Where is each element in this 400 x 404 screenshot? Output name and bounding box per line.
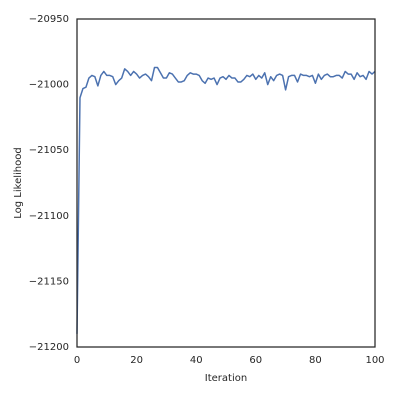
y-axis-label: Log Likelihood xyxy=(13,147,24,218)
plot-frame xyxy=(76,18,376,348)
y-tick-label: −20950 xyxy=(29,14,69,25)
data-line xyxy=(76,66,376,334)
y-tick-label: −21050 xyxy=(29,145,69,156)
x-tick-label: 0 xyxy=(74,355,80,366)
x-tick-label: 60 xyxy=(249,355,262,366)
x-axis-label: Iteration xyxy=(205,373,247,384)
x-tick-label: 80 xyxy=(309,355,322,366)
y-tick-label: −21000 xyxy=(29,80,69,91)
x-tick-label: 40 xyxy=(190,355,203,366)
x-tick-label: 100 xyxy=(365,355,384,366)
x-tick-label: 20 xyxy=(130,355,143,366)
y-tick-label: −21150 xyxy=(29,276,69,287)
y-tick-label: −21100 xyxy=(29,211,69,222)
y-tick-label: −21200 xyxy=(29,342,69,353)
